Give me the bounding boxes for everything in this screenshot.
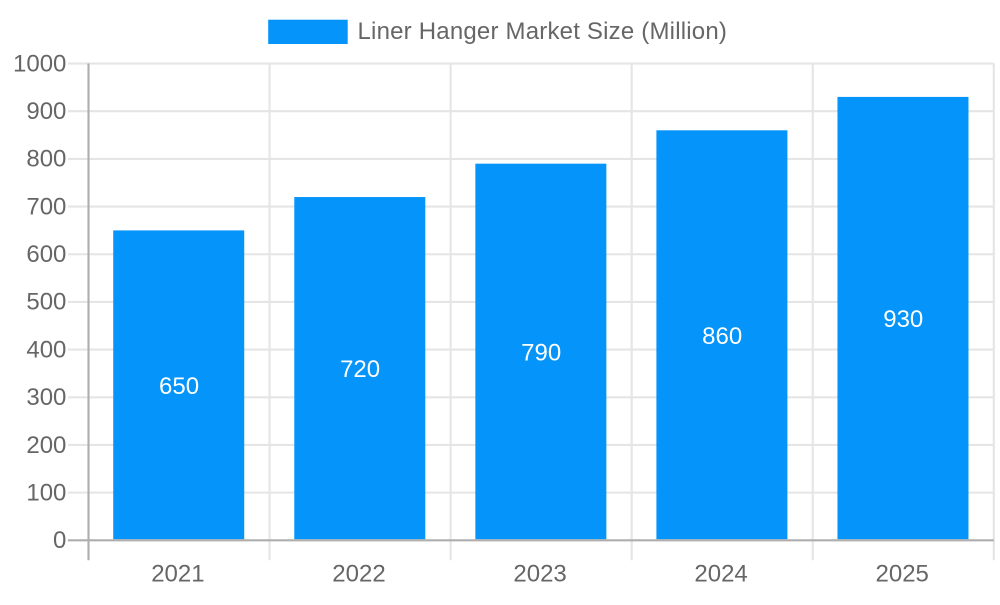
svg-text:800: 800 [26,146,66,173]
svg-text:500: 500 [26,289,66,316]
svg-text:600: 600 [26,241,66,268]
svg-text:650: 650 [159,373,199,400]
svg-text:400: 400 [26,336,66,363]
svg-text:930: 930 [883,306,923,333]
svg-text:200: 200 [26,432,66,459]
svg-text:2025: 2025 [876,561,929,588]
svg-text:1000: 1000 [13,50,66,77]
svg-text:2022: 2022 [332,561,385,588]
svg-text:100: 100 [26,479,66,506]
svg-text:2023: 2023 [513,561,566,588]
svg-text:0: 0 [53,527,66,554]
svg-text:Liner Hanger Market Size (Mill: Liner Hanger Market Size (Million) [358,18,728,45]
svg-text:700: 700 [26,193,66,220]
svg-text:790: 790 [521,339,561,366]
svg-text:2021: 2021 [151,561,204,588]
svg-text:300: 300 [26,384,66,411]
svg-text:860: 860 [702,323,742,350]
svg-text:2024: 2024 [694,561,747,588]
svg-text:720: 720 [340,356,380,383]
svg-text:900: 900 [26,98,66,125]
